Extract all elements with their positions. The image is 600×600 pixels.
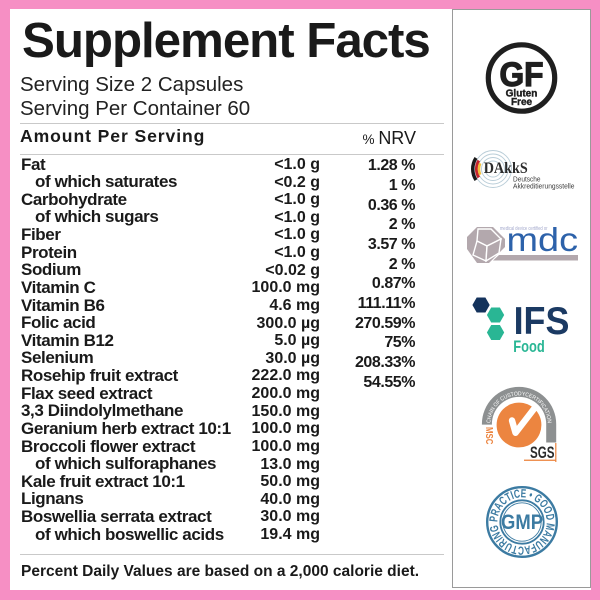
svg-text:medical device certified or: medical device certified or — [500, 226, 548, 232]
svg-text:Free: Free — [511, 97, 533, 108]
svg-text:DAkkS: DAkkS — [484, 160, 528, 177]
svg-text:Gluten: Gluten — [506, 89, 538, 100]
svg-text:Food: Food — [513, 337, 545, 356]
svg-text:GMP: GMP — [501, 511, 543, 534]
svg-text:GF: GF — [500, 56, 544, 94]
svg-text:mdc: mdc — [507, 222, 579, 258]
svg-text:MSC: MSC — [483, 427, 494, 445]
svg-text:SGS: SGS — [530, 443, 555, 462]
svg-text:Deutsche: Deutsche — [513, 174, 541, 183]
svg-text:Akkreditierungsstelle: Akkreditierungsstelle — [513, 181, 575, 190]
svg-text:IFS: IFS — [514, 300, 570, 343]
